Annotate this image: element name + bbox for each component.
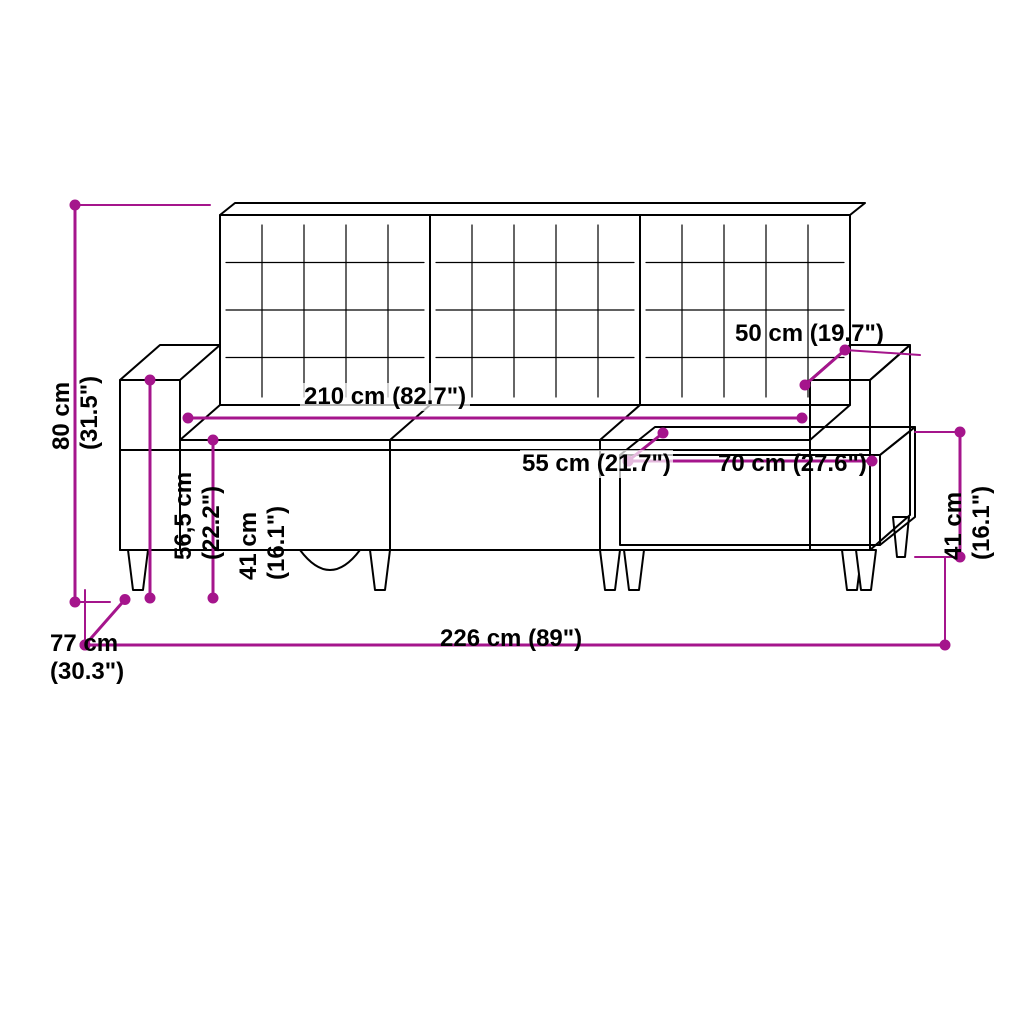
dim-total-width: 226 cm (89"): [440, 625, 582, 653]
dim-seat-width: 210 cm (82.7"): [300, 383, 470, 411]
sofa-line-drawing: [0, 0, 1024, 1024]
dim-arm-height: 56,5 cm(22.2"): [170, 472, 225, 560]
dim-depth: 77 cm(30.3"): [50, 630, 124, 685]
diagram-stage: 80 cm(31.5") 56,5 cm(22.2") 41 cm(16.1")…: [0, 0, 1024, 1024]
dim-ottoman-height: 41 cm(16.1"): [940, 486, 995, 560]
dim-height-total: 80 cm(31.5"): [48, 376, 103, 450]
dim-ottoman-depth: 55 cm (21.7"): [520, 450, 673, 478]
dim-seat-depth: 50 cm (19.7"): [735, 320, 884, 348]
dim-seat-height: 41 cm(16.1"): [235, 506, 290, 580]
dim-ottoman-width: 70 cm (27.6"): [718, 450, 867, 478]
